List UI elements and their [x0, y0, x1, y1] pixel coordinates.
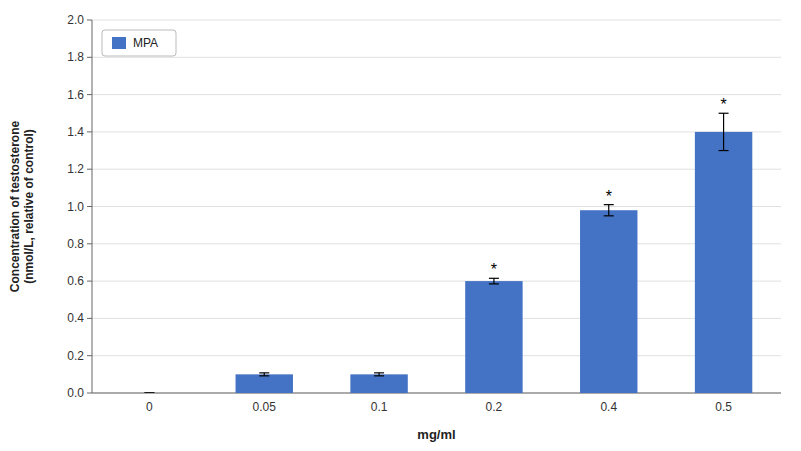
bar — [695, 132, 752, 393]
legend-box — [102, 30, 176, 56]
axes: 0.0 0.2 0.4 0.6 0.8 1.0 1.2 1.4 1.6 1.8 2.0 0 0.05 0.… — [67, 13, 781, 414]
error-bar — [374, 373, 384, 376]
significance-star: * — [491, 261, 497, 278]
y-tick — [87, 131, 92, 132]
legend: MPA — [102, 30, 176, 56]
grid — [92, 20, 781, 393]
error-stem — [493, 278, 494, 284]
y-tick-label: 0.4 — [67, 311, 84, 325]
y-tick-label: 0.8 — [67, 237, 84, 251]
chart: 0.0 0.2 0.4 0.6 0.8 1.0 1.2 1.4 1.6 1.8 2.0 0 0.05 0.… — [0, 0, 801, 451]
error-stem — [723, 113, 724, 150]
y-tick — [87, 20, 92, 21]
grid-line — [92, 318, 781, 319]
y-tick — [87, 393, 92, 394]
background — [0, 0, 801, 451]
y-tick-label: 2.0 — [67, 13, 84, 27]
significance-star: * — [720, 96, 726, 113]
y-tick — [87, 94, 92, 95]
error-cap — [144, 392, 154, 393]
y-tick-label: 1.8 — [67, 50, 84, 64]
error-cap — [374, 372, 384, 373]
error-bar — [604, 205, 614, 216]
bar — [580, 210, 637, 393]
y-tick — [87, 243, 92, 244]
error-stem — [608, 205, 609, 216]
error-bar — [489, 278, 499, 284]
grid-line — [92, 20, 781, 21]
grid-line — [92, 393, 781, 394]
y-tick-label: 1.0 — [67, 200, 84, 214]
x-tick-label: 0.2 — [486, 400, 503, 414]
x-tick-label: 0.05 — [253, 400, 277, 414]
y-tick — [87, 169, 92, 170]
annotations: * * * — [491, 96, 727, 278]
y-tick — [87, 281, 92, 282]
bar — [465, 281, 522, 393]
x-tick-label: 0.4 — [600, 400, 617, 414]
error-bar — [259, 373, 269, 376]
significance-star: * — [606, 188, 612, 205]
y-tick-label: 0.0 — [67, 386, 84, 400]
error-cap — [259, 372, 269, 373]
grid-line — [92, 281, 781, 282]
y-axis-label: Concentration of testosterone(nmol/L, re… — [8, 121, 36, 293]
error-cap — [489, 283, 499, 284]
legend-swatch — [112, 37, 126, 49]
y-tick-label: 1.6 — [67, 88, 84, 102]
bar — [121, 393, 178, 394]
grid-line — [92, 243, 781, 244]
error-bar — [719, 113, 729, 150]
bar — [236, 374, 293, 393]
grid-line — [92, 206, 781, 207]
legend-label: MPA — [133, 36, 158, 50]
y-tick — [87, 318, 92, 319]
grid-line — [92, 355, 781, 356]
bars — [144, 113, 752, 393]
error-cap — [719, 150, 729, 151]
y-tick-label: 0.6 — [67, 274, 84, 288]
error-cap — [374, 375, 384, 376]
error-cap — [259, 375, 269, 376]
y-axis-label-line: (nmol/L, relative of control) — [22, 129, 36, 284]
y-tick-label: 1.2 — [67, 162, 84, 176]
error-cap — [604, 215, 614, 216]
x-tick-label: 0 — [146, 400, 153, 414]
y-tick — [87, 355, 92, 356]
y-tick-label: 1.4 — [67, 125, 84, 139]
grid-line — [92, 169, 781, 170]
y-tick-label: 0.2 — [67, 349, 84, 363]
error-bar — [144, 393, 154, 394]
error-cap — [144, 392, 154, 393]
y-tick — [87, 57, 92, 58]
x-axis-line — [92, 393, 781, 394]
x-axis-label: mg/ml — [417, 427, 455, 442]
x-tick-label: 0.1 — [371, 400, 388, 414]
grid-line — [92, 94, 781, 95]
x-tick-label: 0.5 — [715, 400, 732, 414]
y-tick — [87, 206, 92, 207]
y-axis-line — [92, 20, 93, 393]
grid-line — [92, 131, 781, 132]
y-axis-label-line: Concentration of testosterone — [8, 121, 22, 293]
bar — [350, 374, 407, 393]
grid-line — [92, 57, 781, 58]
